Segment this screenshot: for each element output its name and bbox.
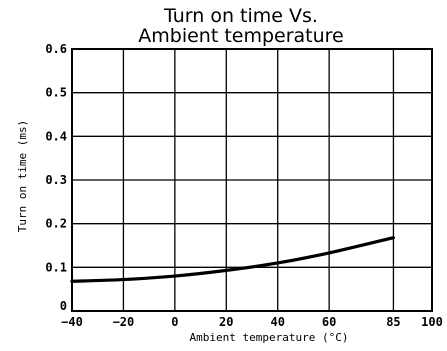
- y-tick-label: 0.3: [45, 173, 67, 187]
- x-tick-label: 20: [219, 315, 233, 329]
- series-layer: [70, 236, 396, 283]
- y-tick-label: 0: [60, 299, 67, 313]
- x-tick-label: 100: [421, 315, 443, 329]
- y-tick-label: 0.6: [45, 42, 67, 56]
- x-tick-label: 60: [322, 315, 336, 329]
- x-axis-label: Ambient temperature (°C): [190, 331, 349, 344]
- chart-title-line-1: Turn on time Vs.: [163, 5, 318, 27]
- y-tick-label: 0.4: [45, 129, 67, 143]
- tick-labels: −40 −20 0 20 40 60 85 100 0 0.1 0.2 0.3 0.4 0.5 0.6: [45, 42, 443, 329]
- grid: [72, 49, 432, 311]
- y-tick-label: 0.2: [45, 217, 67, 231]
- x-tick-label: 0: [171, 315, 178, 329]
- chart-title-line-2: Ambient temperature: [138, 25, 344, 47]
- x-tick-label: −40: [61, 315, 83, 329]
- y-tick-label: 0.1: [45, 260, 67, 274]
- y-tick-label: 0.5: [45, 86, 67, 100]
- y-axis-label: Turn on time (ms): [16, 120, 29, 233]
- plot-frame: [71, 48, 433, 312]
- x-tick-label: 85: [386, 315, 400, 329]
- x-tick-label: −20: [113, 315, 135, 329]
- x-tick-label: 40: [270, 315, 284, 329]
- series-line: [70, 236, 396, 283]
